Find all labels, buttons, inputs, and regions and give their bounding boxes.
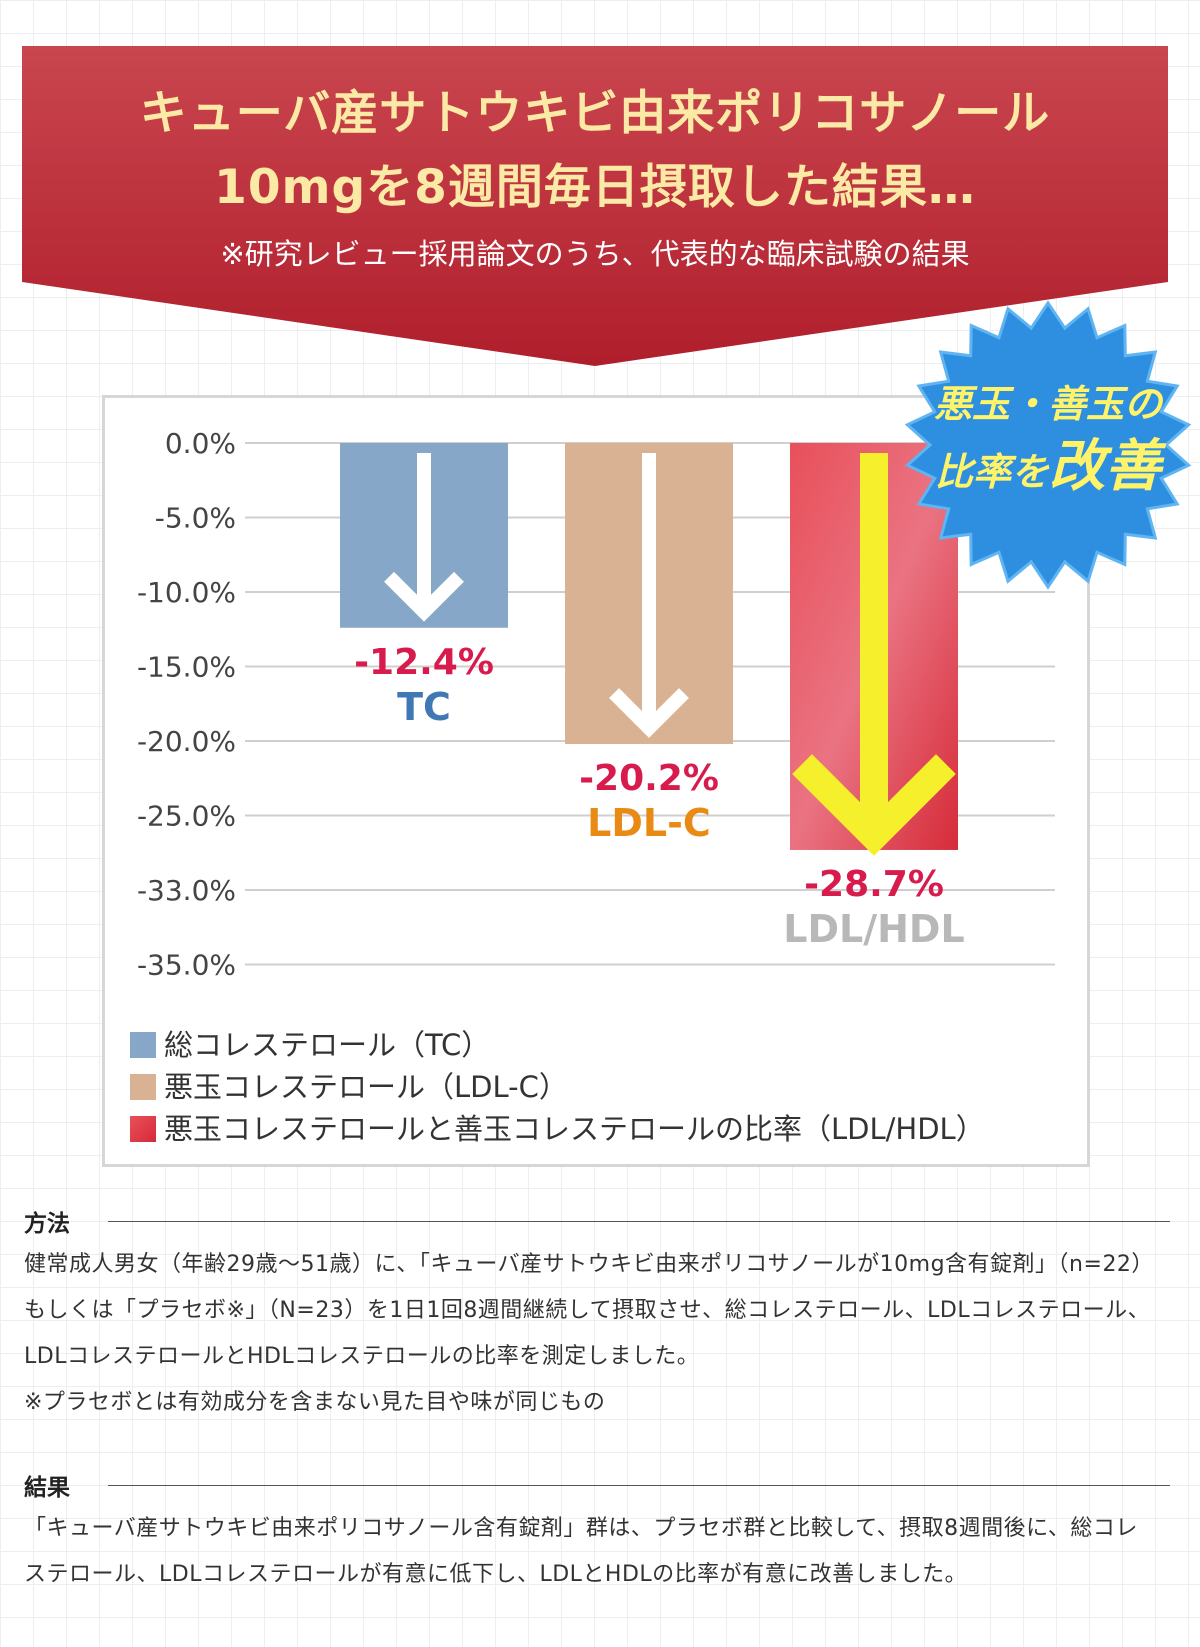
legend-swatch-ldl [130,1074,156,1100]
y-tick-label: -20.0% [137,725,236,758]
y-tick-label: -33.0% [137,874,236,907]
down-arrow-head-icon [384,571,464,622]
method-heading: 方法 [24,1204,1170,1238]
banner-title-line2: 10mgを8週間毎日摂取した結果… [214,160,976,215]
y-tick-label: -15.0% [137,651,236,684]
badge-line2-prefix: 比率を [935,450,1050,494]
badge-line1: 悪玉・善玉の [934,382,1164,426]
legend-item-ldl: 悪玉コレステロール（LDL-C） [130,1067,568,1107]
legend-item-ratio: 悪玉コレステロールと善玉コレステロールの比率（LDL/HDL） [130,1109,985,1149]
y-tick-label: 0.0% [165,427,236,460]
result-line: 「キューバ産サトウキビ由来ポリコサノール含有錠剤」群は、プラセボ群と比較して、摂… [24,1516,1138,1541]
banner-note: ※研究レビュー採用論文のうち、代表的な臨床試験の結果 [220,237,970,271]
category-label: TC [397,685,451,729]
y-tick-label: -35.0% [137,949,236,982]
method-line: ※プラセボとは有効成分を含まない見た目や味が同じもの [24,1390,606,1415]
result-paragraph: 「キューバ産サトウキビ由来ポリコサノール含有錠剤」群は、プラセボ群と比較して、摂… [24,1506,1174,1598]
method-line: もしくは「プラセボ※」（N=23）を1日1回8週間継続して摂取させ、総コレステロ… [24,1298,1151,1323]
y-tick-label: -25.0% [137,800,236,833]
method-line: 健常成人男女（年齢29歳〜51歳）に、「キューバ産サトウキビ由来ポリコサノールが… [24,1252,1154,1277]
result-line: ステロール、LDLコレステロールが有意に低下し、LDLとHDLの比率が有意に改善… [24,1562,968,1587]
banner-arrow-shape [22,46,1168,366]
value-label: -20.2% [579,758,719,799]
legend-label-ldl: 悪玉コレステロール（LDL-C） [164,1070,568,1104]
y-tick-label: -5.0% [155,502,236,535]
method-heading-text: 方法 [24,1211,70,1237]
y-tick-label: -10.0% [137,576,236,609]
legend-swatch-tc [130,1032,156,1058]
legend-item-tc: 総コレステロール（TC） [130,1025,490,1065]
legend-label-ratio: 悪玉コレステロールと善玉コレステロールの比率（LDL/HDL） [164,1112,985,1146]
legend-swatch-ratio [130,1116,156,1142]
value-label: -28.7% [804,864,944,905]
category-label: LDL-C [587,801,711,845]
legend-label-tc: 総コレステロール（TC） [164,1028,491,1062]
result-heading: 結果 [24,1468,1170,1502]
banner-title-line1: キューバ産サトウキビ由来ポリコサノール [139,86,1051,141]
header-banner [22,46,1168,366]
bar-chart: 0.0% -5.0% -10.0% -15.0% -20.0% -25.0% -33.0% -… [137,427,1055,982]
badge-line2: 比率を改善 [935,434,1167,499]
result-heading-text: 結果 [24,1475,70,1501]
method-paragraph: 健常成人男女（年齢29歳〜51歳）に、「キューバ産サトウキビ由来ポリコサノールが… [24,1242,1174,1426]
method-line: LDLコレステロールとHDLコレステロールの比率を測定しました。 [24,1344,700,1369]
badge-line2-emphasis: 改善 [1049,434,1167,499]
value-label: -12.4% [354,642,494,683]
category-label: LDL/HDL [783,907,964,951]
down-arrow-head-icon [609,688,689,738]
improvement-badge: 悪玉・善玉の 比率を改善 [904,300,1192,590]
result-divider [108,1484,1170,1486]
starburst-shape [904,300,1192,590]
method-divider [108,1220,1170,1222]
down-arrow-head-icon [792,754,956,856]
